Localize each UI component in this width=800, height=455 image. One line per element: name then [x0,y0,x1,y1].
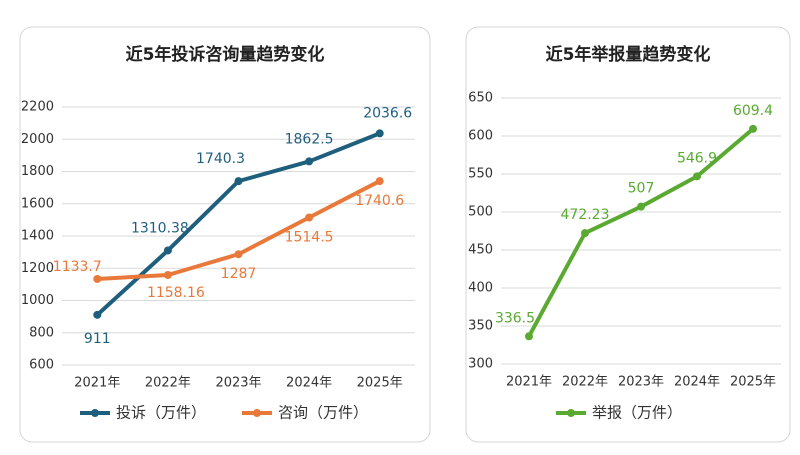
x-tick-label: 2021年 [506,375,552,390]
data-label: 1287 [221,266,257,282]
point [525,332,533,341]
panel [465,26,791,443]
y-tick-label: 1600 [21,196,54,211]
x-tick-label: 2024年 [286,376,332,391]
point [637,202,645,211]
data-label: 472.23 [561,207,610,223]
y-tick-label: 500 [468,205,493,220]
point [163,270,172,279]
point [234,177,243,186]
data-label: 1862.5 [285,131,334,147]
data-label: 1514.5 [285,230,334,246]
x-tick-label: 2025年 [730,375,776,390]
point [93,274,102,283]
data-label: 1740.3 [196,151,245,167]
y-tick-label: 300 [468,357,493,372]
legend-marker [567,409,575,417]
data-label: 1310.38 [131,220,189,236]
data-label: 546.9 [677,150,717,166]
data-label: 609.4 [733,103,773,119]
point [305,157,314,166]
point [375,177,384,186]
y-tick-label: 450 [468,243,493,258]
y-tick-label: 2200 [21,100,54,115]
point [163,246,172,255]
legend-marker [253,409,261,417]
y-tick-label: 2000 [21,132,54,147]
chart-title: 近5年投诉咨询量趋势变化 [126,44,325,65]
point [93,310,102,319]
data-label: 1133.7 [53,259,102,275]
data-label: 1158.16 [147,285,205,301]
x-tick-label: 2023年 [618,375,664,390]
legend-marker [91,409,99,417]
point [234,250,243,259]
point [749,124,757,133]
legend-label: 咨询（万件） [278,404,368,422]
legend-label: 投诉（万件） [116,404,206,422]
point [693,172,701,181]
x-tick-label: 2023年 [215,376,261,391]
y-tick-label: 600 [29,358,54,373]
y-tick-label: 600 [468,129,493,144]
x-tick-label: 2022年 [145,376,191,391]
y-tick-label: 400 [468,281,493,296]
x-tick-label: 2025年 [357,376,403,391]
chart-title: 近5年举报量趋势变化 [546,44,711,65]
data-label: 507 [628,181,655,197]
data-label: 2036.6 [363,105,412,121]
x-tick-label: 2022年 [562,375,608,390]
y-tick-label: 650 [468,91,493,106]
point [375,129,384,138]
data-label: 336.5 [495,310,535,326]
y-tick-label: 350 [468,319,493,334]
point [305,213,314,222]
y-tick-label: 800 [29,325,54,340]
y-tick-label: 1000 [21,293,54,308]
y-tick-label: 1400 [21,229,54,244]
data-label: 1740.6 [355,193,404,209]
legend-label: 举报（万件） [592,404,682,422]
y-tick-label: 1200 [21,261,54,276]
y-tick-label: 550 [468,167,493,182]
y-tick-label: 1800 [21,164,54,179]
x-tick-label: 2021年 [74,376,120,391]
data-label: 911 [84,331,111,347]
panel [19,26,431,443]
x-tick-label: 2024年 [674,375,720,390]
point [581,229,589,238]
